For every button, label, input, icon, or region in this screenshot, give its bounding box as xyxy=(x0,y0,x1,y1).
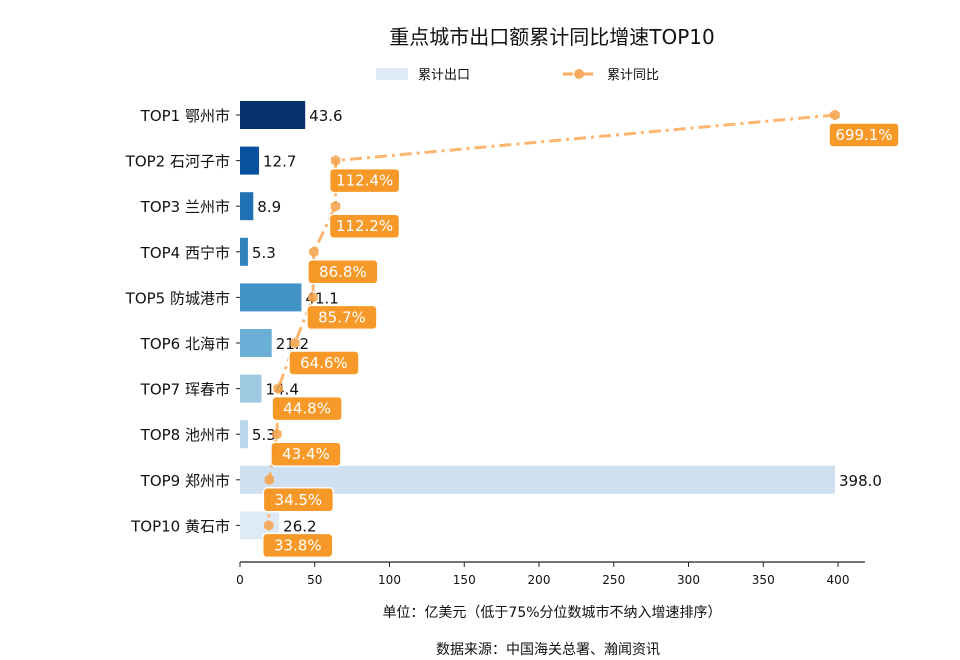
growth-value-label: 699.1% xyxy=(835,126,892,144)
growth-value-label: 86.8% xyxy=(319,263,367,281)
bar xyxy=(240,192,254,221)
y-tick-label: TOP6 北海市 xyxy=(140,335,230,353)
bar xyxy=(240,329,272,357)
growth-marker xyxy=(830,109,840,121)
growth-label-box xyxy=(307,259,379,285)
growth-marker xyxy=(272,428,282,440)
y-tick-label: TOP8 池州市 xyxy=(140,426,230,444)
x-axis: 0 50 100 150 200 250 300 350 400 xyxy=(236,561,865,587)
growth-label-box xyxy=(271,395,343,422)
growth-value-label: 112.2% xyxy=(336,217,393,235)
growth-marker xyxy=(308,291,318,303)
bars-group xyxy=(240,101,836,540)
growth-marker xyxy=(330,200,341,212)
y-tick-label: TOP5 防城港市 xyxy=(125,289,230,307)
growth-label-box xyxy=(270,441,342,467)
growth-label-box xyxy=(288,350,360,376)
y-tick-label: TOP4 西宁市 xyxy=(140,244,230,262)
bar xyxy=(240,101,306,129)
growth-value-label: 64.6% xyxy=(300,354,348,372)
y-tick-label: TOP2 石河子市 xyxy=(125,153,230,171)
growth-value-label: 44.8% xyxy=(283,400,331,418)
growth-label-box xyxy=(262,487,335,513)
bar xyxy=(240,146,259,175)
legend-marker-icon xyxy=(574,69,584,79)
bar xyxy=(240,465,836,494)
x-tick-label: 250 xyxy=(602,573,625,587)
growth-value-label: 85.7% xyxy=(318,308,366,326)
bar xyxy=(240,283,302,312)
growth-value-label: 43.4% xyxy=(282,445,330,463)
source-note: 数据来源：中国海关总署、瀚闻资讯 xyxy=(436,642,660,658)
x-tick-label: 100 xyxy=(378,573,401,587)
x-tick-label: 400 xyxy=(827,573,850,587)
chart-title: 重点城市出口额累计同比增速TOP10 xyxy=(389,25,714,49)
legend-swatch-bar xyxy=(376,68,408,80)
x-tick-label: 200 xyxy=(528,573,551,587)
bar-value-label: 398.0 xyxy=(839,472,882,490)
bar xyxy=(240,237,248,266)
y-tick-label: TOP3 兰州市 xyxy=(140,198,230,216)
legend-label-bar: 累计出口 xyxy=(418,68,470,83)
growth-marker xyxy=(290,337,300,349)
growth-label-box xyxy=(328,167,401,194)
y-tick-label: TOP7 珲春市 xyxy=(140,381,230,399)
x-tick-label: 50 xyxy=(307,573,322,587)
growth-marker xyxy=(264,519,274,531)
growth-label-box xyxy=(328,213,401,239)
y-tick-label: TOP10 黄石市 xyxy=(130,517,230,535)
bar-value-label: 5.3 xyxy=(252,426,276,444)
growth-label-box xyxy=(828,122,900,148)
y-tick-label: TOP1 鄂州市 xyxy=(140,107,230,125)
legend-label-line: 累计同比 xyxy=(607,68,659,83)
growth-value-label: 34.5% xyxy=(275,491,323,509)
bar xyxy=(240,420,248,449)
x-tick-label: 350 xyxy=(752,573,775,587)
x-tick-label: 300 xyxy=(677,573,700,587)
growth-label-box xyxy=(262,532,334,559)
bar-value-label: 26.2 xyxy=(283,517,316,535)
x-tick-label: 0 xyxy=(236,573,244,587)
bar-value-label: 5.3 xyxy=(252,244,276,262)
growth-marker xyxy=(264,474,275,486)
y-axis-labels: TOP1 鄂州市 TOP2 石河子市 TOP3 兰州市 TOP4 西宁市 TOP5 防城… xyxy=(125,107,240,535)
growth-value-label: 112.4% xyxy=(336,172,393,190)
bar-value-label: 43.6 xyxy=(309,107,342,125)
bar xyxy=(240,374,262,403)
growth-label-box xyxy=(306,304,378,331)
bar-value-label: 12.7 xyxy=(263,153,296,171)
growth-marker xyxy=(273,383,283,395)
growth-marker xyxy=(309,246,319,258)
x-tick-label: 150 xyxy=(453,573,476,587)
bar-value-label: 8.9 xyxy=(257,198,281,216)
x-axis-label: 单位：亿美元（低于75%分位数城市不纳入增速排序） xyxy=(382,604,721,621)
growth-line-group: 699.1% 112.4% 112.2% 86.8% 85.7% 64.6% 44.8% 43… xyxy=(262,109,900,559)
growth-value-label: 33.8% xyxy=(274,536,322,554)
y-tick-label: TOP9 郑州市 xyxy=(140,472,230,490)
growth-marker xyxy=(330,155,341,167)
legend: 累计出口 累计同比 xyxy=(376,68,659,83)
